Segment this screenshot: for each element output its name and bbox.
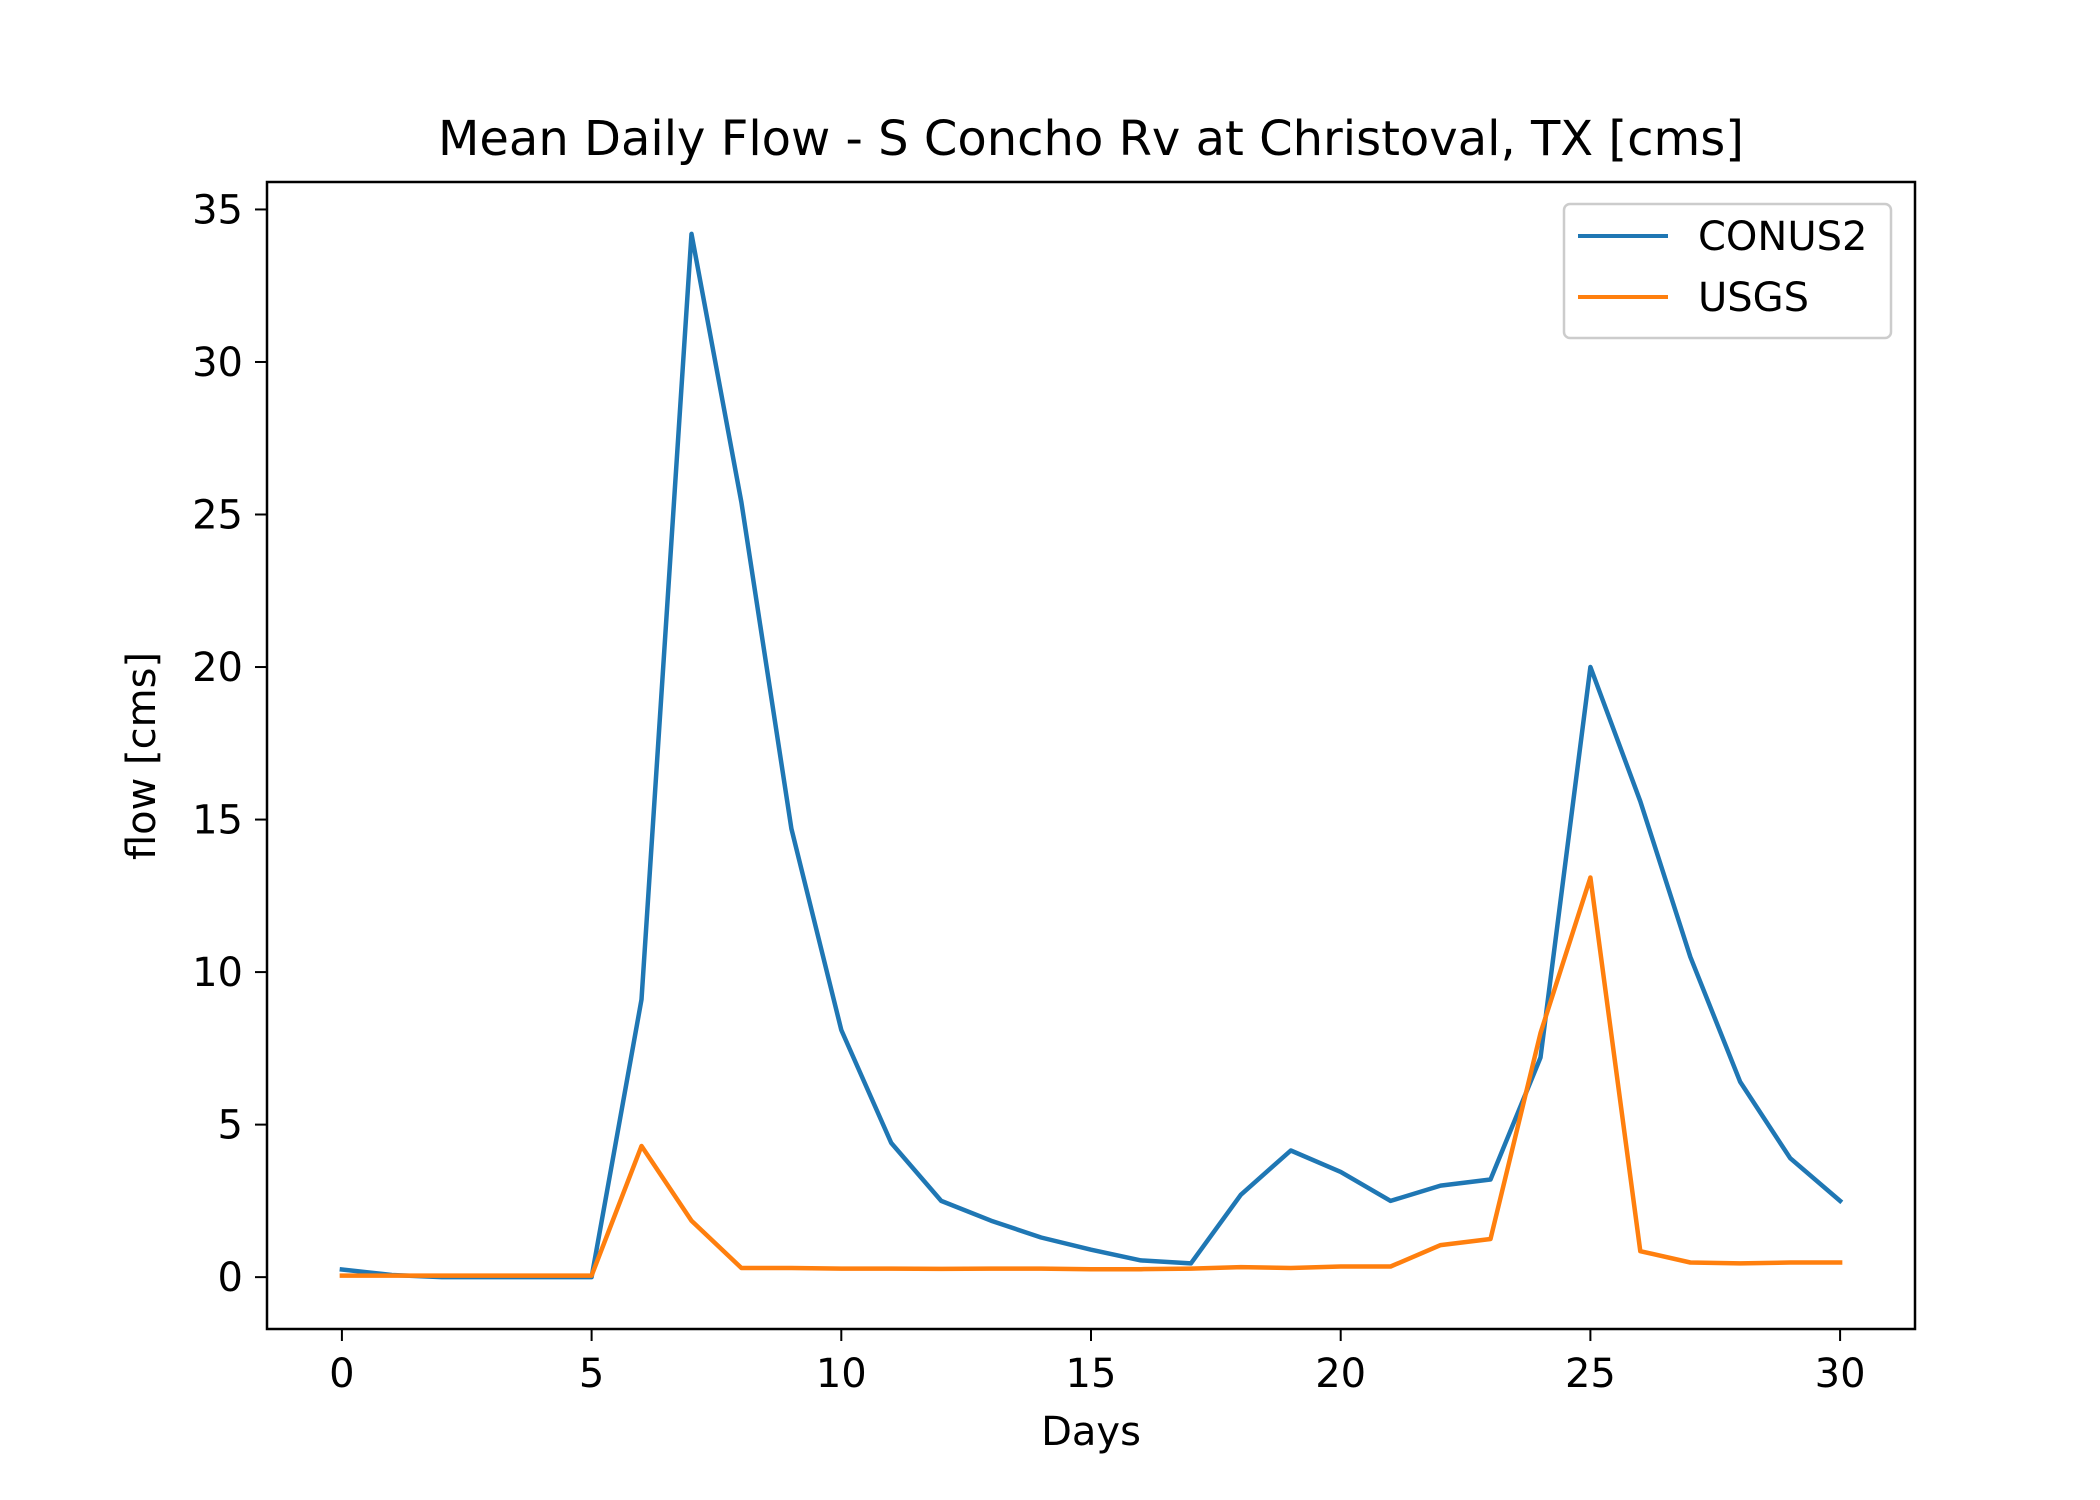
y-tick-label: 20 [192,645,243,691]
legend: CONUS2 USGS [1562,202,1893,340]
series-line-conus2 [339,231,1844,1280]
y-tick-label: 35 [192,187,243,233]
plot-area [339,231,1844,1280]
x-tick-label: 25 [1565,1351,1616,1397]
legend-label-conus2: CONUS2 [1698,214,1867,260]
x-tick-label: 20 [1315,1351,1366,1397]
y-axis: 0 5 10 15 20 25 30 35 [192,187,267,1301]
legend-label-usgs: USGS [1698,275,1809,321]
x-axis: 0 5 10 15 20 25 30 [329,1329,1866,1397]
x-tick-label: 30 [1815,1351,1866,1397]
y-tick-label: 25 [192,493,243,539]
chart-title: Mean Daily Flow - S Concho Rv at Christo… [438,111,1744,167]
y-tick-label: 0 [218,1255,243,1301]
x-tick-label: 15 [1066,1351,1117,1397]
x-tick-label: 5 [579,1351,604,1397]
x-tick-label: 10 [816,1351,867,1397]
plot-frame [265,180,1917,1331]
x-tick-label: 0 [329,1351,354,1397]
x-axis-label: Days [1041,1409,1141,1455]
y-tick-label: 15 [192,798,243,844]
y-axis-label: flow [cms] [119,652,165,860]
series-line-usgs [339,875,1843,1278]
y-tick-label: 30 [192,340,243,386]
y-tick-label: 10 [192,950,243,996]
y-tick-label: 5 [218,1103,243,1149]
